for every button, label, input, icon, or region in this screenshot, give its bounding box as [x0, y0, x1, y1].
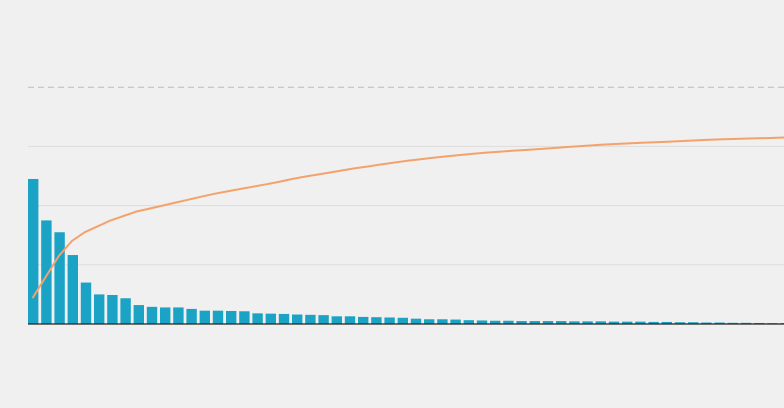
bar [120, 298, 131, 324]
bar [252, 313, 263, 324]
bar [490, 320, 501, 324]
bar [529, 321, 540, 324]
bar [265, 313, 276, 324]
bar [94, 294, 105, 324]
bar [424, 319, 435, 324]
bar [41, 220, 52, 324]
bar [305, 314, 316, 324]
bar [292, 314, 303, 324]
bar [107, 294, 118, 324]
bar [608, 321, 620, 324]
bar [212, 310, 224, 324]
bar [28, 178, 39, 324]
bar [384, 317, 395, 324]
bar [503, 320, 514, 324]
bar [714, 322, 725, 324]
bar [331, 316, 342, 324]
bar [278, 313, 290, 324]
bar [146, 306, 158, 324]
bar [595, 321, 606, 324]
bar [622, 321, 633, 324]
bar [661, 321, 672, 324]
bar-series [28, 178, 784, 324]
bar [463, 320, 474, 324]
bar [569, 321, 580, 324]
bar [476, 320, 488, 324]
bar [437, 319, 448, 324]
bar [199, 310, 210, 324]
bar [582, 321, 593, 324]
bar [344, 316, 356, 324]
bar [674, 322, 686, 324]
bar [635, 321, 646, 324]
bar [186, 308, 197, 324]
bar [701, 322, 712, 324]
bar [80, 282, 92, 324]
bar [133, 305, 144, 324]
bar [397, 317, 408, 324]
bar [54, 232, 65, 324]
bar [67, 255, 78, 324]
bar [239, 311, 250, 324]
bar [173, 307, 184, 324]
bar [410, 318, 422, 324]
grid-lines [28, 86, 784, 266]
bar [450, 319, 461, 324]
cumulative-line-series [32, 136, 784, 299]
bar [648, 321, 659, 324]
bar [688, 322, 699, 324]
bar [226, 310, 237, 324]
cumulative-line [32, 136, 784, 299]
bar [542, 321, 554, 324]
bar [371, 317, 382, 324]
bar [318, 315, 329, 324]
bar [358, 316, 369, 324]
bar [516, 321, 527, 324]
bar [160, 307, 171, 324]
bar [556, 321, 567, 324]
